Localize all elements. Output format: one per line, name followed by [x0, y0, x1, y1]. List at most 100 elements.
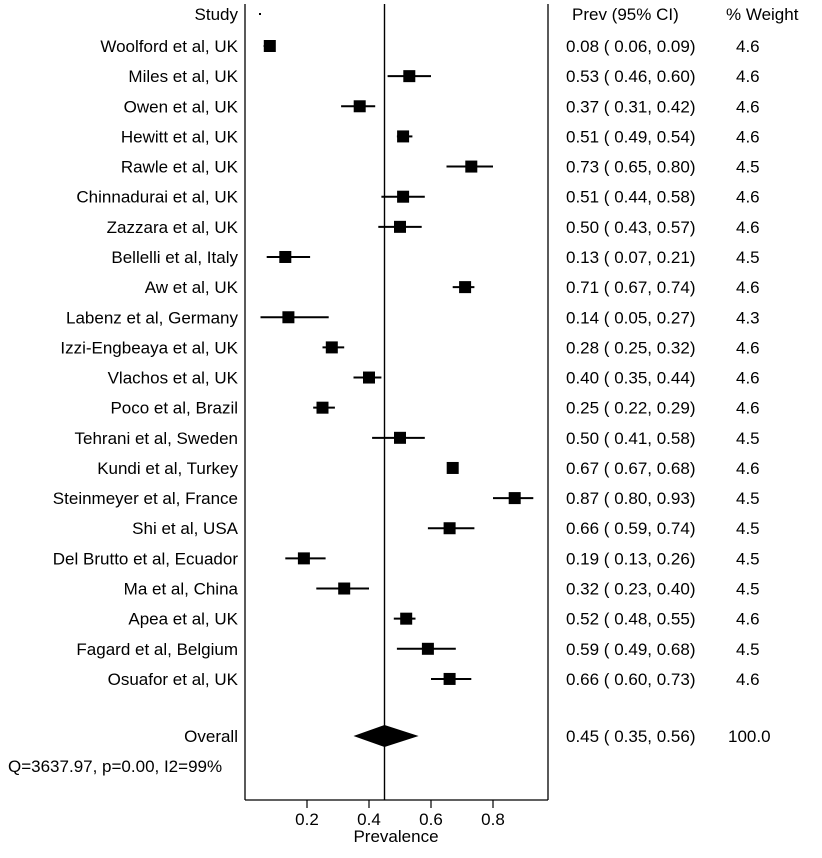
study-point-estimate	[282, 311, 295, 324]
study-point-estimate	[443, 672, 456, 685]
study-ci-text: 0.71 ( 0.67, 0.74)	[566, 278, 695, 297]
study-label: Vlachos et al, UK	[108, 369, 239, 388]
study-weight: 4.5	[736, 429, 760, 448]
study-weight: 4.5	[736, 158, 760, 177]
study-weight: 4.5	[736, 549, 760, 568]
study-point-estimate	[397, 130, 410, 143]
study-ci-text: 0.51 ( 0.49, 0.54)	[566, 127, 695, 146]
study-weight: 4.6	[736, 399, 760, 418]
study-label: Aw et al, UK	[145, 278, 239, 297]
study-weight: 4.6	[736, 97, 760, 116]
study-point-estimate	[394, 220, 406, 233]
study-weight: 4.6	[736, 338, 760, 357]
study-label: Osuafor et al, UK	[108, 670, 239, 689]
study-point-estimate	[397, 190, 410, 203]
study-label: Izzi-Engbeaya et al, UK	[60, 338, 238, 357]
study-ci-text: 0.66 ( 0.60, 0.73)	[566, 670, 695, 689]
study-ci-text: 0.08 ( 0.06, 0.09)	[566, 37, 695, 56]
study-label: Rawle et al, UK	[121, 158, 239, 177]
study-point-estimate	[443, 522, 456, 535]
study-label: Apea et al, UK	[128, 610, 238, 629]
study-weight: 4.6	[736, 610, 760, 629]
study-ci-text: 0.14 ( 0.05, 0.27)	[566, 308, 695, 327]
x-axis-label: Prevalence	[353, 827, 438, 846]
study-point-estimate	[400, 612, 413, 625]
study-ci-text: 0.28 ( 0.25, 0.32)	[566, 338, 695, 357]
estimate-column-header: Prev (95% CI)	[572, 5, 679, 24]
study-point-estimate	[394, 431, 406, 444]
study-ci-text: 0.50 ( 0.43, 0.57)	[566, 218, 695, 237]
overall-diamond	[353, 725, 419, 747]
study-ci-text: 0.66 ( 0.59, 0.74)	[566, 519, 695, 538]
header-dot	[259, 13, 261, 15]
study-ci-text: 0.25 ( 0.22, 0.29)	[566, 399, 695, 418]
study-ci-text: 0.13 ( 0.07, 0.21)	[566, 248, 695, 267]
overall-weight-text: 100.0	[728, 727, 771, 746]
study-ci-text: 0.40 ( 0.35, 0.44)	[566, 369, 695, 388]
study-weight: 4.6	[736, 369, 760, 388]
study-ci-text: 0.59 ( 0.49, 0.68)	[566, 640, 695, 659]
study-weight: 4.6	[736, 218, 760, 237]
study-weight: 4.6	[736, 278, 760, 297]
overall-ci-text: 0.45 ( 0.35, 0.56)	[566, 727, 695, 746]
overall-label: Overall	[184, 727, 238, 746]
study-ci-text: 0.52 ( 0.48, 0.55)	[566, 610, 695, 629]
study-weight: 4.6	[736, 67, 760, 86]
study-weight: 4.3	[736, 308, 760, 327]
study-weight: 4.6	[736, 459, 760, 478]
study-weight: 4.5	[736, 248, 760, 267]
study-point-estimate	[465, 160, 478, 173]
study-label: Poco et al, Brazil	[110, 399, 238, 418]
study-ci-text: 0.51 ( 0.44, 0.58)	[566, 188, 695, 207]
study-point-estimate	[459, 281, 472, 294]
study-label: Fagard et al, Belgium	[76, 640, 238, 659]
study-point-estimate	[446, 461, 459, 474]
study-label: Del Brutto et al, Ecuador	[53, 549, 239, 568]
study-ci-text: 0.73 ( 0.65, 0.80)	[566, 158, 695, 177]
study-label: Zazzara et al, UK	[107, 218, 239, 237]
study-point-estimate	[279, 250, 292, 263]
study-weight: 4.5	[736, 580, 760, 599]
study-point-estimate	[421, 642, 434, 655]
study-point-estimate	[403, 70, 416, 83]
study-weight: 4.6	[736, 670, 760, 689]
study-label: Chinnadurai et al, UK	[76, 188, 238, 207]
study-ci-text: 0.53 ( 0.46, 0.60)	[566, 67, 695, 86]
study-point-estimate	[297, 552, 310, 565]
study-label: Owen et al, UK	[124, 97, 239, 116]
study-weight: 4.6	[736, 37, 760, 56]
study-point-estimate	[353, 100, 366, 113]
forest-marks: 0.2 0.4 0.6 0.8 Woolford et al, UK 0.08 ( 0.0…	[53, 4, 760, 829]
study-point-estimate	[363, 371, 375, 384]
study-label: Labenz et al, Germany	[66, 308, 238, 327]
study-ci-text: 0.67 ( 0.67, 0.68)	[566, 459, 695, 478]
heterogeneity-stats: Q=3637.97, p=0.00, I2=99%	[8, 757, 222, 776]
study-label: Hewitt et al, UK	[121, 127, 239, 146]
study-weight: 4.6	[736, 127, 760, 146]
study-weight: 4.5	[736, 489, 760, 508]
study-weight: 4.5	[736, 519, 760, 538]
x-tick-label: 0.2	[295, 810, 319, 829]
study-label: Miles et al, UK	[128, 67, 238, 86]
study-point-estimate	[338, 582, 351, 595]
study-ci-text: 0.50 ( 0.41, 0.58)	[566, 429, 695, 448]
study-point-estimate	[263, 40, 276, 52]
study-ci-text: 0.19 ( 0.13, 0.26)	[566, 549, 695, 568]
study-weight: 4.6	[736, 188, 760, 207]
weight-column-header: % Weight	[726, 5, 799, 24]
study-point-estimate	[508, 492, 521, 505]
study-weight: 4.5	[736, 640, 760, 659]
study-label: Kundi et al, Turkey	[97, 459, 238, 478]
study-point-estimate	[316, 401, 329, 414]
study-label: Steinmeyer et al, France	[53, 489, 238, 508]
x-tick-label: 0.6	[419, 810, 443, 829]
study-ci-text: 0.87 ( 0.80, 0.93)	[566, 489, 695, 508]
study-ci-text: 0.32 ( 0.23, 0.40)	[566, 580, 695, 599]
study-label: Bellelli et al, Italy	[111, 248, 238, 267]
x-tick-label: 0.4	[357, 810, 381, 829]
study-ci-text: 0.37 ( 0.31, 0.42)	[566, 97, 695, 116]
study-label: Woolford et al, UK	[100, 37, 238, 56]
study-column-header: Study	[195, 5, 239, 24]
study-label: Shi et al, USA	[132, 519, 238, 538]
study-label: Tehrani et al, Sweden	[75, 429, 239, 448]
